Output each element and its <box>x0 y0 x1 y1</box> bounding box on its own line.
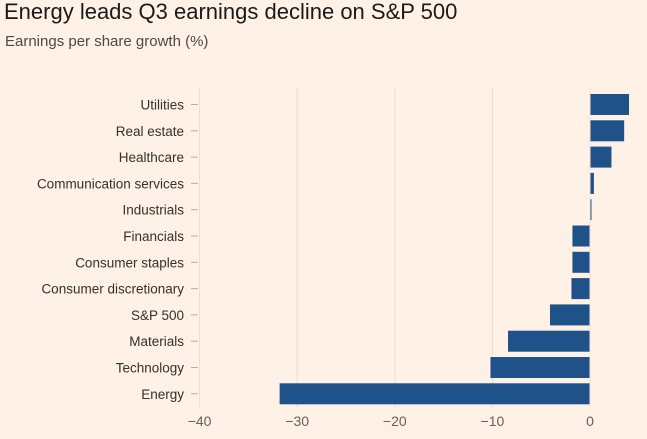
bar <box>590 146 612 168</box>
category-label: Technology <box>116 361 185 376</box>
bar <box>590 199 592 221</box>
x-tick-label: −40 <box>188 413 212 429</box>
category-label: Consumer discretionary <box>41 282 184 297</box>
bar <box>571 278 590 300</box>
bar <box>590 120 625 142</box>
bar <box>549 304 590 326</box>
category-label: Materials <box>129 334 184 349</box>
bar <box>508 330 590 352</box>
x-tick-label: −20 <box>383 413 407 429</box>
category-label: Communication services <box>37 176 184 191</box>
bar <box>490 357 590 378</box>
bar <box>590 172 594 194</box>
x-tick-label: 0 <box>586 413 594 429</box>
bar <box>590 94 630 115</box>
category-label: Healthcare <box>119 150 184 165</box>
bar <box>572 251 590 273</box>
x-tick-label: −30 <box>285 413 309 429</box>
category-label: Energy <box>141 387 184 402</box>
bar <box>279 383 590 405</box>
category-label: Utilities <box>140 98 184 113</box>
x-tick-label: −10 <box>481 413 505 429</box>
category-label: Financials <box>123 229 184 244</box>
chart-title: Energy leads Q3 earnings decline on S&P … <box>4 0 458 24</box>
category-label: Real estate <box>116 124 184 139</box>
category-label: Industrials <box>122 203 184 218</box>
chart-subtitle: Earnings per share growth (%) <box>5 33 209 50</box>
category-label: Consumer staples <box>75 255 184 270</box>
bar <box>572 225 590 247</box>
category-label: S&P 500 <box>131 308 184 323</box>
